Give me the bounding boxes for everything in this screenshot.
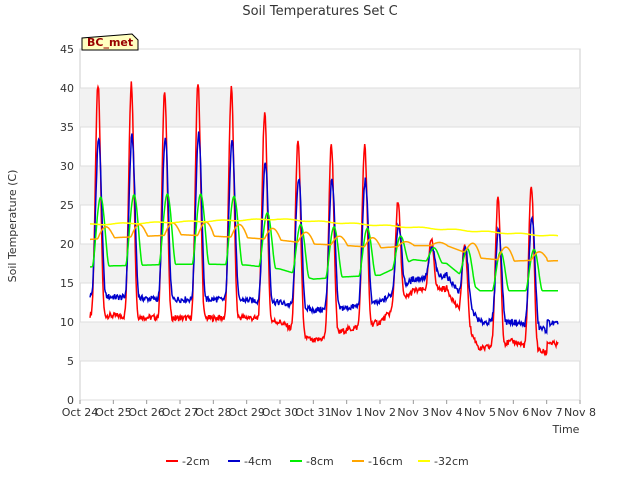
series-line-m16cm	[90, 221, 559, 262]
x-tick-label: Nov 1	[331, 406, 363, 419]
x-tick-label: Oct 28	[195, 406, 232, 419]
legend-label: -16cm	[368, 455, 403, 468]
x-tick-label: Nov 2	[364, 406, 396, 419]
grid-band	[80, 88, 580, 127]
legend-item: -4cm	[228, 455, 272, 468]
x-tick-label: Nov 3	[397, 406, 429, 419]
y-axis-ticks: 0 5 10 15 20 25 30 35 40 45	[60, 43, 74, 407]
y-tick-label: 25	[60, 199, 74, 212]
series-line-m8cm	[90, 192, 558, 292]
x-tick-label: Nov 6	[497, 406, 529, 419]
legend-item: -16cm	[352, 455, 403, 468]
series-line-m32cm	[90, 218, 559, 237]
x-tick-label: Oct 25	[95, 406, 132, 419]
y-tick-label: 40	[60, 82, 74, 95]
legend-label: -4cm	[244, 455, 272, 468]
x-tick-label: Nov 7	[531, 406, 563, 419]
y-tick-label: 0	[67, 394, 74, 407]
y-tick-label: 45	[60, 43, 74, 56]
legend-label: -2cm	[182, 455, 210, 468]
grid-band	[80, 322, 580, 361]
chart-title: Soil Temperatures Set C	[242, 4, 397, 19]
x-axis-label: Time	[552, 423, 580, 436]
legend: -2cm -4cm -8cm -16cm -32cm	[166, 455, 469, 468]
y-tick-label: 15	[60, 277, 74, 290]
x-tick-label: Nov 8	[564, 406, 596, 419]
legend-item: -8cm	[290, 455, 334, 468]
x-tick-label: Oct 24	[62, 406, 99, 419]
legend-item: -2cm	[166, 455, 210, 468]
legend-item: -32cm	[418, 455, 469, 468]
y-tick-label: 35	[60, 121, 74, 134]
y-tick-label: 5	[67, 355, 74, 368]
series-lines	[89, 81, 559, 357]
y-axis-label: Soil Temperature (C)	[6, 170, 19, 283]
x-tick-label: Oct 31	[295, 406, 332, 419]
x-tick-label: Nov 5	[464, 406, 496, 419]
x-tick-label: Oct 26	[128, 406, 165, 419]
station-label: BC_met	[87, 36, 133, 49]
legend-label: -8cm	[306, 455, 334, 468]
x-tick-label: Oct 30	[262, 406, 299, 419]
legend-label: -32cm	[434, 455, 469, 468]
x-tick-label: Oct 27	[162, 406, 199, 419]
x-tick-label: Nov 4	[431, 406, 463, 419]
y-tick-label: 20	[60, 238, 74, 251]
station-badge: BC_met	[81, 33, 139, 51]
y-tick-label: 10	[60, 316, 74, 329]
x-tick-label: Oct 29	[228, 406, 265, 419]
y-tick-label: 30	[60, 160, 74, 173]
